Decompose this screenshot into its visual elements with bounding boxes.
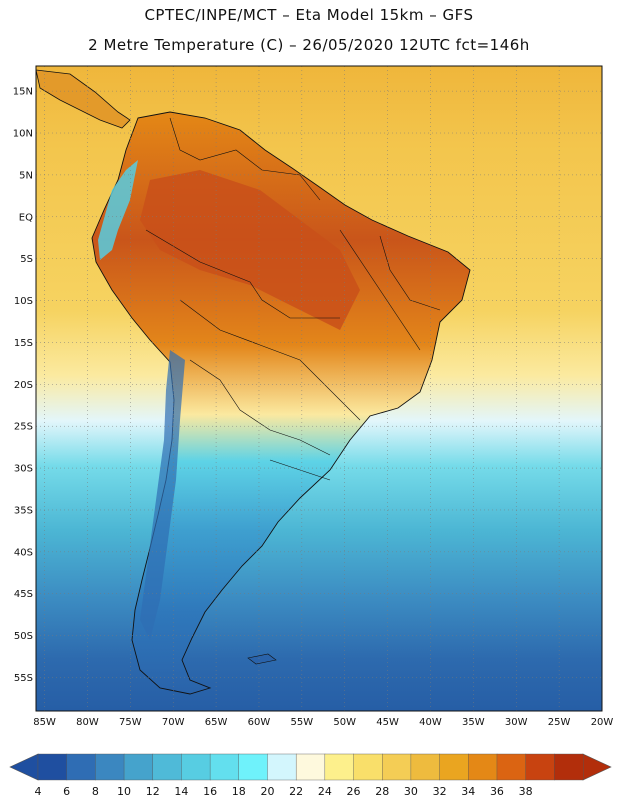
colorbar-swatch <box>439 753 469 781</box>
colorbar-swatch <box>267 753 297 781</box>
lon-tick-label: 25W <box>548 717 571 728</box>
lat-tick-label: EQ <box>19 212 33 223</box>
lat-tick-label: 20S <box>14 380 33 391</box>
colorbar-label: 22 <box>289 785 303 798</box>
falkland-islands <box>247 653 277 665</box>
colorbar-label: 36 <box>490 785 504 798</box>
lon-tick-label: 70W <box>162 717 185 728</box>
colorbar-swatch <box>37 753 68 781</box>
colorbar-swatch <box>382 753 412 781</box>
lat-tick-label: 45S <box>14 589 33 600</box>
lon-tick-label: 30W <box>505 717 528 728</box>
colorbar-swatch <box>152 753 182 781</box>
latitude-labels: 15N 10N 5N EQ 5S 10S 15S 20S 25S 30S 35S 40S 45S 50S 5… <box>13 87 33 684</box>
map-title-line-1: CPTEC/INPE/MCT – Eta Model 15km – GFS <box>144 6 474 24</box>
central-america-landmass <box>36 69 131 129</box>
colorbar-swatch <box>410 753 441 781</box>
andes-south-cool-strip <box>140 350 185 640</box>
map-title-line-2: 2 Metre Temperature (C) – 26/05/2020 12U… <box>88 36 530 54</box>
lat-tick-label: 35S <box>14 505 33 516</box>
lon-tick-label: 85W <box>33 717 56 728</box>
lat-tick-label: 30S <box>14 464 33 475</box>
colorbar-label: 20 <box>260 785 274 798</box>
colorbar-swatch <box>209 753 240 781</box>
lon-tick-label: 45W <box>376 717 399 728</box>
colorbar-swatch <box>324 753 355 781</box>
lon-tick-label: 80W <box>76 717 99 728</box>
colorbar-swatch <box>181 753 211 781</box>
lat-tick-label: 25S <box>14 422 33 433</box>
colorbar-label: 8 <box>92 785 99 798</box>
colorbar-swatch <box>525 753 555 781</box>
colorbar-label: 28 <box>375 785 389 798</box>
colorbar-label: 34 <box>461 785 475 798</box>
colorbar-swatch <box>468 753 498 781</box>
colorbar-swatch <box>66 753 96 781</box>
colorbar-label: 14 <box>174 785 188 798</box>
lat-tick-label: 55S <box>14 673 33 684</box>
andes-north-cool-strip <box>98 160 138 260</box>
lon-tick-label: 40W <box>419 717 442 728</box>
lon-tick-label: 75W <box>119 717 142 728</box>
lon-tick-label: 35W <box>462 717 485 728</box>
colorbar-swatch <box>353 753 383 781</box>
lat-tick-label: 5N <box>19 170 33 181</box>
lat-tick-label: 15S <box>14 338 33 349</box>
map-frame-border <box>35 65 603 712</box>
lon-tick-label: 60W <box>248 717 271 728</box>
colorbar-label: 26 <box>347 785 361 798</box>
lon-tick-label: 65W <box>205 717 228 728</box>
colorbar-swatch <box>496 753 527 781</box>
lat-tick-label: 15N <box>13 87 33 98</box>
lat-tick-label: 5S <box>20 254 33 265</box>
colorbar-label: 16 <box>203 785 217 798</box>
colorbar-high-arrow <box>582 753 612 781</box>
colorbar-label: 4 <box>35 785 42 798</box>
colorbar-label: 6 <box>63 785 70 798</box>
colorbar-low-arrow <box>9 753 39 781</box>
colorbar-label: 24 <box>318 785 332 798</box>
colorbar-label: 30 <box>404 785 418 798</box>
colorbar-label: 18 <box>232 785 246 798</box>
colorbar-swatch <box>238 753 268 781</box>
amazon-hot-core <box>140 170 360 330</box>
lat-tick-label: 10N <box>13 129 33 140</box>
lon-tick-label: 20W <box>591 717 614 728</box>
lat-tick-label: 10S <box>14 296 33 307</box>
lat-tick-label: 40S <box>14 547 33 558</box>
colorbar-label: 12 <box>146 785 160 798</box>
lon-tick-label: 55W <box>291 717 314 728</box>
colorbar-label: 38 <box>519 785 533 798</box>
lat-tick-label: 50S <box>14 631 33 642</box>
lon-tick-label: 50W <box>333 717 356 728</box>
map-plot-area <box>36 66 602 711</box>
colorbar-swatch <box>95 753 125 781</box>
colorbar-label: 10 <box>117 785 131 798</box>
longitude-labels: 85W 80W 75W 70W 65W 60W 55W 50W 45W 40W 35W 30W 25W 2… <box>33 717 613 728</box>
colorbar: 4 6 8 10 12 14 16 18 20 22 24 26 28 30 32 34 36 38 <box>9 753 612 798</box>
colorbar-swatch <box>295 753 326 781</box>
colorbar-swatch <box>123 753 154 781</box>
colorbar-swatch <box>554 753 584 781</box>
colorbar-label: 32 <box>433 785 447 798</box>
